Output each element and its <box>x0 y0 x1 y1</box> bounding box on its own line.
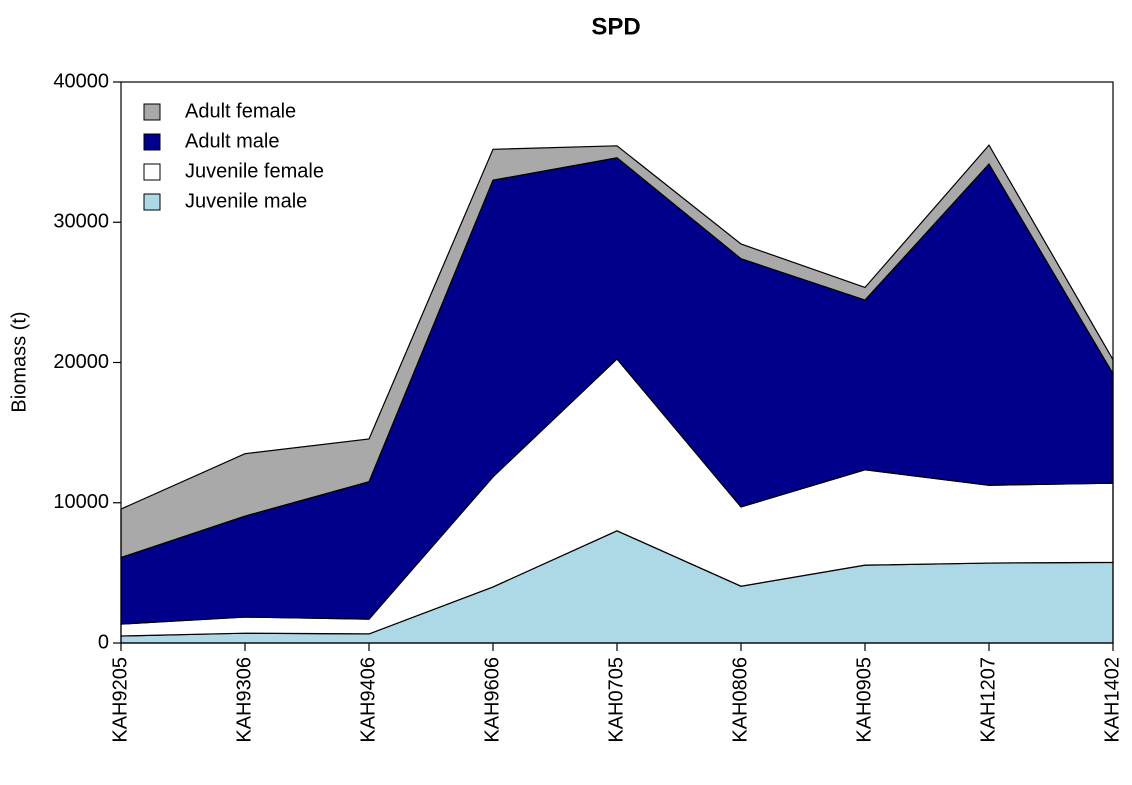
y-tick-label: 0 <box>98 631 109 653</box>
legend-swatch <box>143 103 161 121</box>
x-tick-label: KAH9306 <box>233 657 255 743</box>
x-tick-label: KAH9406 <box>357 657 379 743</box>
y-axis-label: Biomass (t) <box>8 311 30 412</box>
y-tick-label: 30000 <box>53 211 109 233</box>
x-tick-label: KAH0806 <box>729 657 751 743</box>
legend-swatch <box>143 193 161 211</box>
y-tick-label: 20000 <box>53 351 109 373</box>
legend-label: Adult female <box>185 100 296 122</box>
x-tick-label: KAH0705 <box>605 657 627 743</box>
x-tick-label: KAH1402 <box>1101 657 1123 743</box>
y-tick-label: 10000 <box>53 491 109 513</box>
legend-label: Juvenile male <box>185 190 307 212</box>
x-tick-label: KAH9205 <box>109 657 131 743</box>
x-tick-label: KAH9606 <box>481 657 503 743</box>
legend-swatch <box>143 163 161 181</box>
legend-swatch <box>143 133 161 151</box>
legend-label: Adult male <box>185 130 280 152</box>
plot-frame <box>120 81 1114 644</box>
legend-label: Juvenile female <box>185 160 324 182</box>
chart-title: SPD <box>591 13 640 40</box>
x-tick-label: KAH1207 <box>977 657 999 743</box>
x-tick-label: KAH0905 <box>853 657 875 743</box>
y-tick-label: 40000 <box>53 70 109 92</box>
